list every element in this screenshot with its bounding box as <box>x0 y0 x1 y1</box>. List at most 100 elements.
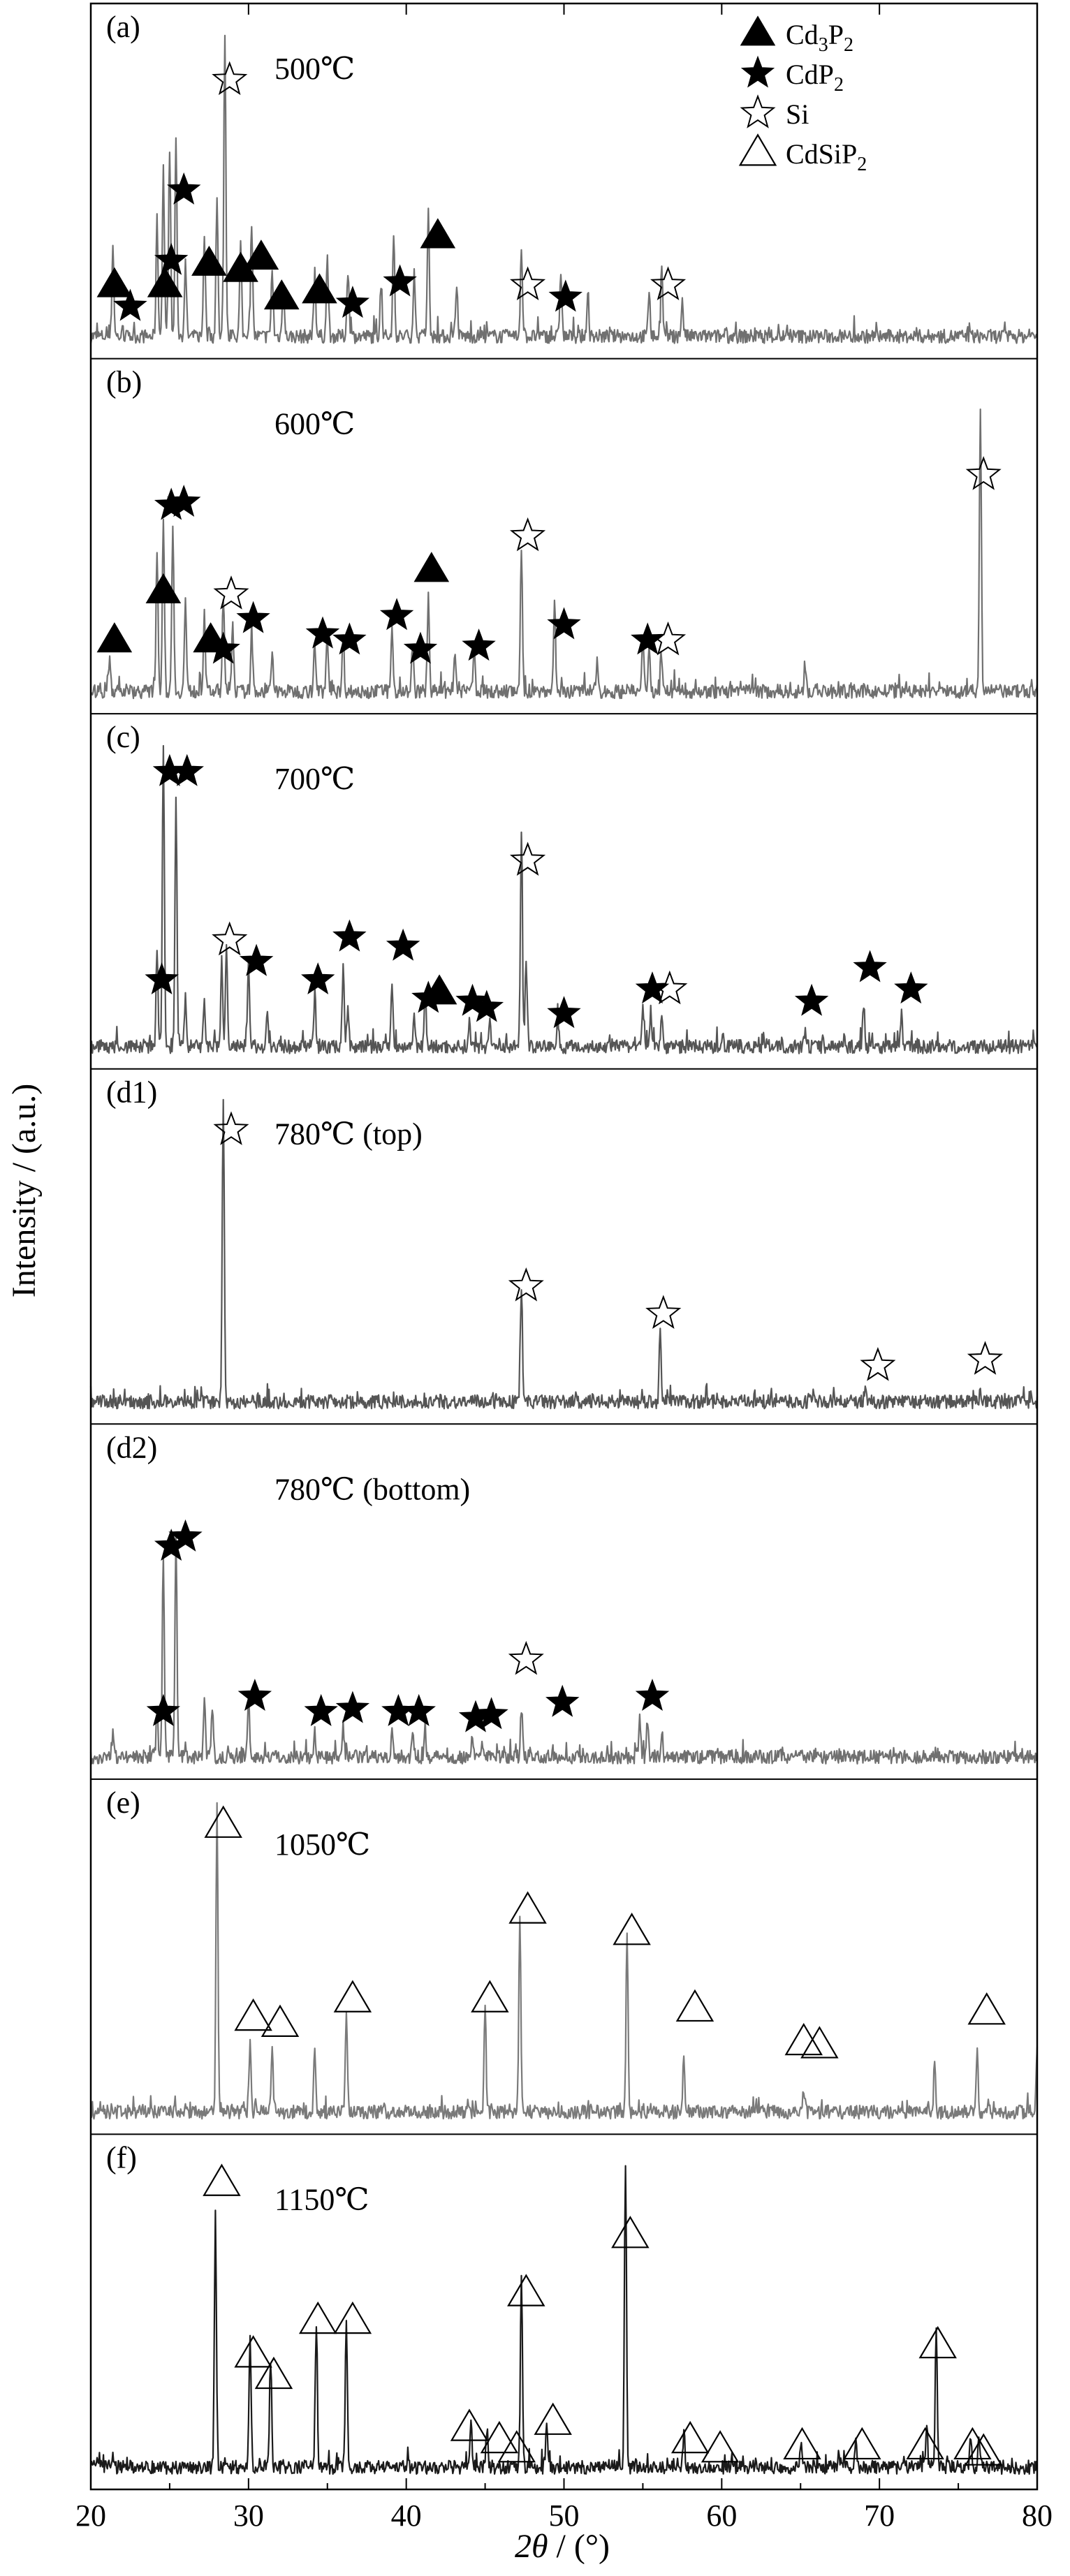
phase-marker-filled-star <box>894 971 928 1004</box>
phase-marker-filled-star <box>170 753 204 786</box>
phase-marker-open-triangle <box>964 2433 1003 2466</box>
temperature-label: 500℃ <box>274 52 355 86</box>
phase-marker-open-star <box>860 1347 896 1381</box>
legend-symbol-open-triangle <box>738 133 777 166</box>
x-tick-label: 50 <box>549 2498 580 2533</box>
legend-label-subscript: 3 <box>819 34 828 56</box>
spectrum-line <box>89 1098 1039 1410</box>
phase-marker-filled-triangle <box>413 552 450 582</box>
panel-label: (a) <box>106 10 140 44</box>
panel-label: (c) <box>106 720 140 754</box>
spectrum-line <box>89 34 1039 344</box>
phase-marker-open-star <box>509 266 546 301</box>
phase-marker-filled-triangle <box>223 251 258 282</box>
phase-marker-open-star <box>212 61 248 96</box>
x-axis-label-unit: / (°) <box>548 2528 610 2565</box>
panel-1: (a) 500℃ <box>89 10 1039 344</box>
phase-marker-open-star <box>652 970 688 1005</box>
temperature-label: 780℃ (bottom) <box>274 1472 470 1506</box>
phase-marker-open-triangle <box>333 1980 372 2012</box>
panels: (a) 500℃ (b) 600℃ (c) 700℃ (d1) 780℃ (top) (d2) 7… <box>89 10 1039 2475</box>
phase-marker-open-star <box>212 921 248 956</box>
phase-marker-filled-star <box>853 950 887 982</box>
phase-marker-filled-star <box>547 607 581 640</box>
legend-label: CdSiP2 <box>786 138 867 175</box>
phase-marker-open-triangle <box>508 1891 547 1924</box>
legend-label-main: Si <box>786 98 809 130</box>
legend-label-subscript: 2 <box>857 154 867 175</box>
legend-label-main: Cd <box>786 19 819 50</box>
phase-marker-filled-star <box>206 631 240 664</box>
phase-marker-filled-star <box>167 172 201 205</box>
phase-marker-open-star <box>967 1341 1004 1375</box>
phase-marker-filled-star <box>236 601 270 633</box>
phase-marker-open-triangle <box>613 1913 651 1945</box>
phase-marker-filled-star <box>168 1519 203 1552</box>
phase-marker-filled-star <box>469 989 504 1022</box>
phase-marker-filled-triangle <box>147 267 183 297</box>
phase-marker-filled-star <box>167 485 201 517</box>
phase-marker-open-triangle <box>953 2427 992 2460</box>
phase-marker-open-triangle <box>918 2325 957 2359</box>
axes: 20 30 40 50 60 70 80 <box>75 2 1053 2533</box>
phase-marker-open-triangle <box>534 2402 572 2435</box>
phase-marker-open-star <box>509 841 546 876</box>
phase-marker-filled-star <box>635 1678 670 1711</box>
phase-marker-filled-star <box>548 279 582 312</box>
panel-label: (e) <box>106 1786 140 1820</box>
phase-marker-filled-star <box>305 616 340 649</box>
phase-marker-filled-triangle <box>145 573 182 604</box>
phase-marker-filled-triangle <box>191 245 227 276</box>
phase-marker-filled-star <box>379 598 414 631</box>
phase-marker-filled-star <box>335 1691 370 1723</box>
temperature-label: 1050℃ <box>274 1827 370 1862</box>
legend-label-subscript: 2 <box>844 34 853 56</box>
phase-marker-open-triangle <box>611 2216 650 2249</box>
phase-marker-filled-star <box>332 919 367 952</box>
temperature-label: 1150℃ <box>274 2182 369 2216</box>
phase-marker-filled-star <box>403 631 438 664</box>
phase-marker-open-triangle <box>450 2408 489 2441</box>
phase-marker-filled-triangle <box>96 267 133 297</box>
phase-marker-open-triangle <box>967 1992 1006 2025</box>
phase-marker-filled-triangle <box>243 240 279 270</box>
temperature-label: 700℃ <box>274 762 355 796</box>
legend-label-subscript: 2 <box>834 74 844 96</box>
legend-label: Cd3P2 <box>786 19 853 56</box>
phase-marker-filled-star <box>237 1678 272 1711</box>
phase-marker-filled-star <box>113 288 147 321</box>
x-tick-label: 80 <box>1022 2498 1053 2533</box>
phase-marker-open-star <box>650 266 687 301</box>
phase-marker-open-triangle <box>670 2420 710 2454</box>
panel-4: (d1) 780℃ (top) <box>89 1075 1039 1410</box>
phase-marker-filled-star <box>239 943 274 976</box>
legend-label: CdP2 <box>786 59 844 96</box>
phase-marker-open-triangle <box>204 1805 242 1838</box>
phase-marker-filled-star <box>402 1693 436 1726</box>
phase-marker-filled-triangle <box>420 218 456 249</box>
phase-marker-filled-star <box>383 264 417 297</box>
x-tick-label: 70 <box>864 2498 895 2533</box>
phase-marker-filled-triangle <box>96 622 133 653</box>
x-tick-label: 40 <box>391 2498 422 2533</box>
panel-label: (b) <box>106 365 142 399</box>
x-axis-label-italic: 2θ <box>515 2528 548 2565</box>
phase-marker-open-triangle <box>254 2356 293 2390</box>
phase-marker-open-triangle <box>906 2427 944 2460</box>
phase-marker-open-star <box>650 621 687 656</box>
phase-marker-filled-star <box>301 962 335 995</box>
phase-marker-open-star <box>213 575 249 610</box>
phase-marker-open-triangle <box>843 2427 881 2460</box>
phase-marker-open-triangle <box>261 2004 300 2037</box>
legend-label-part: P <box>828 19 844 50</box>
phase-marker-open-triangle <box>333 2301 372 2334</box>
spectrum-line <box>90 2165 1039 2475</box>
phase-marker-filled-star <box>146 1693 181 1726</box>
phase-marker-open-triangle <box>800 2026 839 2059</box>
phase-marker-open-triangle <box>203 2163 241 2196</box>
phase-marker-filled-triangle <box>302 273 337 304</box>
phase-marker-open-star <box>965 456 1002 490</box>
phase-marker-filled-star <box>411 980 446 1013</box>
legend-label-main: CdP <box>786 59 834 90</box>
